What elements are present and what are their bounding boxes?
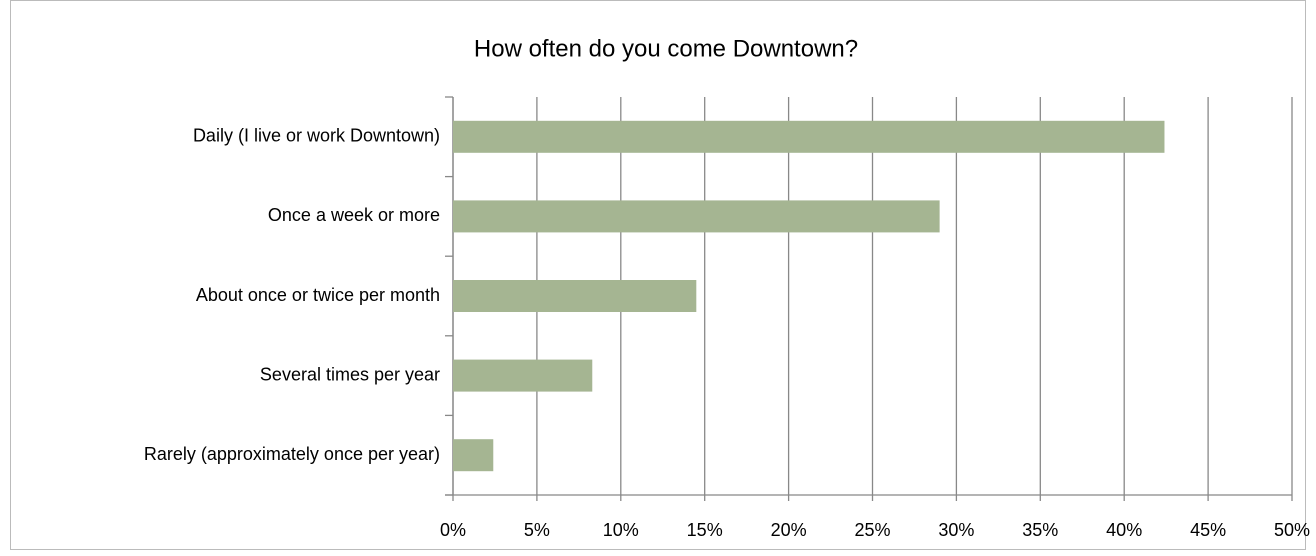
x-tick-label: 5%	[524, 520, 550, 540]
bar	[453, 200, 940, 233]
y-tick-label: Several times per year	[260, 364, 440, 384]
y-tick-label: Rarely (approximately once per year)	[144, 444, 440, 464]
x-tick-label: 20%	[771, 520, 807, 540]
bar	[453, 359, 593, 392]
x-tick-label: 0%	[440, 520, 466, 540]
y-tick-label: About once or twice per month	[196, 285, 440, 305]
bar	[453, 439, 494, 472]
x-tick-label: 45%	[1190, 520, 1226, 540]
x-tick-label: 50%	[1274, 520, 1310, 540]
x-tick-label: 15%	[687, 520, 723, 540]
x-tick-label: 35%	[1022, 520, 1058, 540]
y-tick-label: Daily (I live or work Downtown)	[193, 126, 440, 146]
x-tick-label: 30%	[938, 520, 974, 540]
bar	[453, 280, 697, 312]
x-tick-label: 40%	[1106, 520, 1142, 540]
chart-frame	[10, 0, 1306, 550]
bar	[453, 120, 1165, 153]
x-tick-label: 25%	[854, 520, 890, 540]
x-tick-label: 10%	[603, 520, 639, 540]
y-tick-label: Once a week or more	[268, 205, 440, 225]
chart-title: How often do you come Downtown?	[474, 35, 858, 62]
